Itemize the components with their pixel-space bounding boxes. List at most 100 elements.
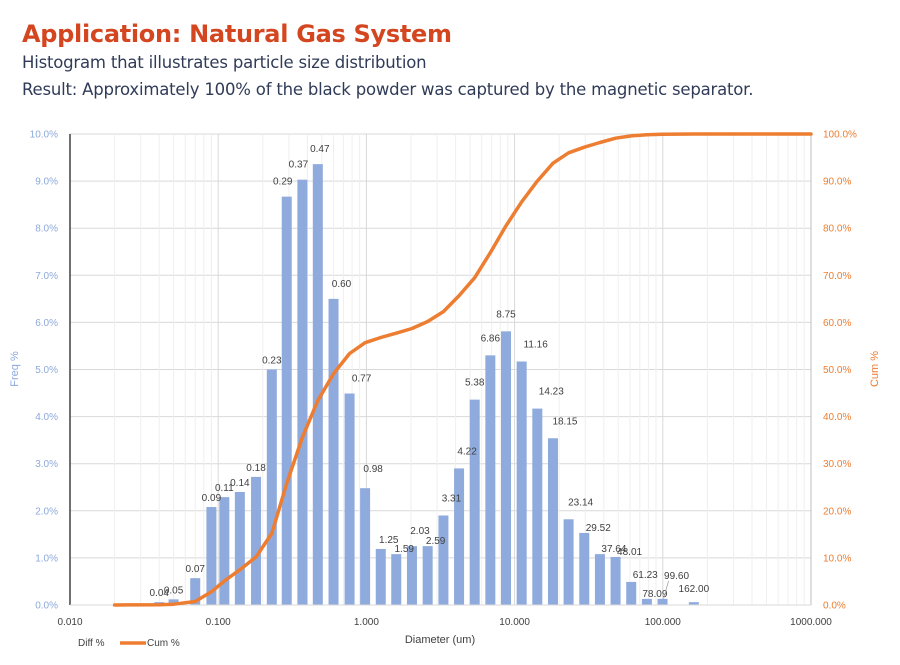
- y-tick-label-right: 40.0%: [823, 412, 851, 423]
- y-tick-label-left: 7.0%: [35, 271, 58, 282]
- y-tick-label-right: 50.0%: [823, 365, 851, 376]
- x-tick-label: 1000.000: [790, 617, 832, 628]
- data-label: 0.98: [363, 464, 383, 475]
- data-label: 0.05: [164, 585, 184, 596]
- data-label: 0.09: [202, 493, 222, 504]
- y-tick-label-right: 90.0%: [823, 177, 851, 188]
- data-label: 2.03: [410, 526, 430, 537]
- y-tick-label-left: 1.0%: [35, 553, 58, 564]
- bar: [234, 491, 245, 605]
- data-label: 3.31: [442, 494, 462, 505]
- data-label: 23.14: [568, 497, 593, 508]
- bar: [532, 408, 543, 605]
- y-tick-label-left: 10.0%: [30, 130, 58, 141]
- bar: [375, 548, 386, 605]
- y-tick-label-right: 70.0%: [823, 271, 851, 282]
- legend-label-cum: Cum %: [147, 638, 180, 649]
- y-tick-label-left: 2.0%: [35, 506, 58, 517]
- y-tick-label-left: 0.0%: [35, 601, 58, 612]
- data-label: 11.16: [524, 339, 549, 350]
- page-title: Application: Natural Gas System: [22, 20, 452, 48]
- data-label: 4.22: [457, 446, 477, 457]
- y-tick-label-left: 5.0%: [35, 365, 58, 376]
- y-tick-label-left: 4.0%: [35, 412, 58, 423]
- data-label: 0.29: [273, 177, 293, 188]
- data-label: 29.52: [586, 523, 611, 534]
- data-label: 0.18: [246, 463, 266, 474]
- bar: [626, 581, 637, 605]
- x-tick-label: 0.100: [206, 617, 231, 628]
- data-label: 99.60: [664, 571, 689, 582]
- bar: [206, 507, 217, 605]
- bar: [406, 546, 417, 605]
- y-tick-label-right: 30.0%: [823, 459, 851, 470]
- bar: [219, 497, 230, 605]
- gridlines: [69, 133, 811, 606]
- bar: [641, 598, 652, 605]
- bar: [688, 602, 699, 605]
- data-label: 18.15: [552, 416, 577, 427]
- leader-line: [663, 580, 669, 599]
- bar: [281, 196, 292, 605]
- y-tick-label-right: 20.0%: [823, 506, 851, 517]
- legend-label-diff: Diff %: [78, 638, 105, 649]
- data-label: 1.25: [379, 535, 399, 546]
- bar: [579, 532, 590, 605]
- bar: [438, 515, 449, 605]
- y-tick-label-right: 0.0%: [823, 601, 846, 612]
- y-tick-label-right: 10.0%: [823, 553, 851, 564]
- bar: [266, 369, 277, 605]
- bar: [547, 438, 558, 605]
- bar: [657, 598, 668, 605]
- data-label: 0.07: [186, 564, 206, 575]
- data-label: 37.64: [601, 544, 626, 555]
- bar: [312, 164, 323, 606]
- data-label: 0.23: [262, 356, 282, 367]
- y-tick-label-left: 3.0%: [35, 459, 58, 470]
- x-tick-label: 10.000: [499, 617, 530, 628]
- bar: [610, 556, 621, 605]
- data-label: 0.11: [215, 483, 234, 494]
- bar: [251, 476, 262, 605]
- bar: [454, 468, 465, 605]
- data-label: 5.38: [465, 378, 485, 389]
- line-series-cum: [112, 132, 813, 607]
- bar: [501, 331, 512, 605]
- y-tick-label-left: 9.0%: [35, 177, 58, 188]
- data-label: 78.09: [642, 589, 667, 600]
- data-label: 61.23: [633, 570, 658, 581]
- result-statement: Result: Approximately 100% of the black …: [22, 80, 754, 99]
- tick-labels: 0.0% 1.0% 2.0% 3.0% 4.0% 5.0% 6.0% 7.0% 8.0% 9.0%…: [30, 130, 857, 629]
- bar: [190, 578, 201, 605]
- chart-subtitle: Histogram that illustrates particle size…: [22, 53, 427, 72]
- x-axis-title: Diameter (um): [405, 634, 475, 646]
- bar: [485, 355, 496, 605]
- bar: [344, 393, 355, 605]
- data-label: 1.59: [395, 544, 415, 555]
- data-label: 0.47: [310, 144, 330, 155]
- data-label: 2.59: [426, 536, 446, 547]
- y-axis-title-right: Cum %: [869, 351, 881, 387]
- data-label: 14.23: [539, 387, 564, 398]
- x-tick-label: 0.010: [57, 617, 82, 628]
- bar: [563, 519, 574, 605]
- y-tick-label-right: 60.0%: [823, 318, 851, 329]
- bar: [422, 546, 433, 605]
- data-labels: 0.040.050.07 0.090.110.14 0.18 0.23 0.29 0.37…: [149, 144, 709, 600]
- y-axis-title-left: Freq %: [9, 351, 21, 387]
- bar: [594, 554, 605, 605]
- bar: [297, 179, 308, 605]
- data-label: 0.77: [352, 374, 372, 385]
- y-tick-label-right: 100.0%: [823, 130, 857, 141]
- legend: Diff % Cum %: [78, 638, 180, 649]
- data-label: 0.04: [149, 588, 169, 599]
- cum-line: [112, 132, 813, 607]
- data-label: 162.00: [679, 584, 710, 595]
- bar: [469, 399, 480, 605]
- y-tick-label-left: 6.0%: [35, 318, 58, 329]
- data-label: 48.01: [617, 547, 642, 558]
- bar: [391, 554, 402, 605]
- data-label: 0.14: [230, 478, 250, 489]
- y-tick-label-right: 80.0%: [823, 224, 851, 235]
